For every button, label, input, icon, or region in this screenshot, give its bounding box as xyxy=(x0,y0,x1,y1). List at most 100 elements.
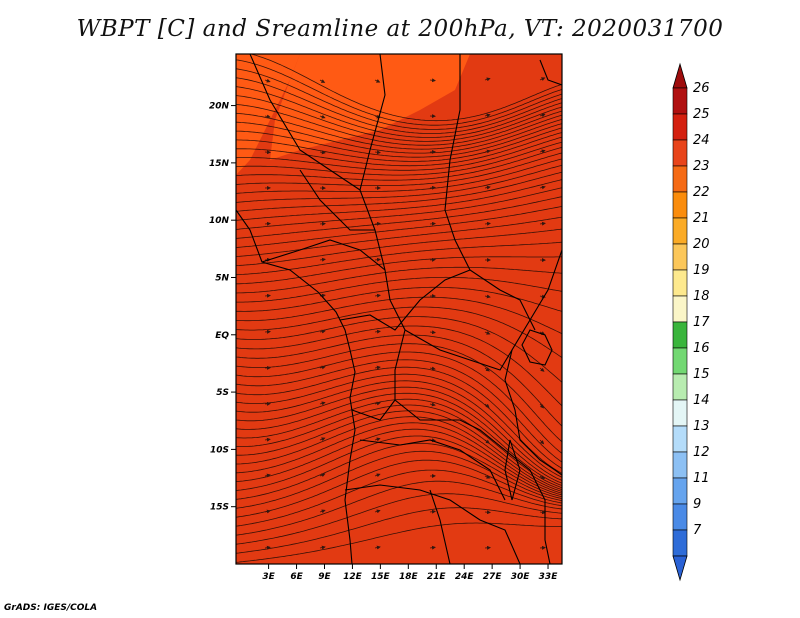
streamline-arrow xyxy=(374,545,381,550)
colorbar-swatch xyxy=(672,139,688,167)
streamline xyxy=(236,127,562,162)
lon-tick-label: 6E xyxy=(290,572,303,582)
streamline-arrow xyxy=(484,439,490,444)
streamline-arrow xyxy=(319,114,326,119)
streamline xyxy=(236,392,562,484)
streamline-arrow xyxy=(264,78,271,83)
streamline xyxy=(236,136,562,171)
streamline-arrow xyxy=(374,329,381,334)
streamline xyxy=(236,228,562,267)
streamline-arrow xyxy=(319,437,326,442)
border-line xyxy=(261,239,386,271)
streamline xyxy=(236,216,562,257)
streamline-arrow xyxy=(539,294,546,299)
colorbar-bottom-arrow xyxy=(672,555,688,582)
streamline xyxy=(236,266,562,294)
streamline xyxy=(236,68,562,130)
lat-tick-label: 5N xyxy=(215,273,229,283)
streamline-arrow xyxy=(539,185,546,190)
colorbar-swatch xyxy=(672,503,688,531)
streamline-arrow xyxy=(264,114,271,119)
streamline-arrow xyxy=(484,367,490,372)
border-line xyxy=(351,399,396,421)
lat-tick-label: 5S xyxy=(216,388,229,398)
lon-tick-label: 24E xyxy=(455,572,475,582)
streamline xyxy=(236,187,562,230)
colorbar-swatch xyxy=(672,243,688,271)
streamline xyxy=(236,343,562,443)
streamline-arrow xyxy=(484,403,490,408)
coastline-west-africa xyxy=(236,209,356,564)
colorbar-label: 23 xyxy=(693,159,710,174)
colorbar-swatch xyxy=(672,191,688,219)
colorbar-swatch xyxy=(672,295,688,323)
streamline xyxy=(236,380,562,478)
coastline-east-africa xyxy=(504,249,562,476)
lon-tick-label: 21E xyxy=(427,572,447,582)
streamline xyxy=(236,296,562,335)
streamline xyxy=(236,158,562,194)
streamline xyxy=(236,459,562,518)
border-line xyxy=(344,484,521,564)
lat-tick-label: 15N xyxy=(209,159,230,169)
streamline-arrow xyxy=(374,437,381,442)
border-line xyxy=(429,489,451,564)
streamline-arrow xyxy=(374,150,381,155)
lon-tick-label: 27E xyxy=(483,572,503,582)
colorbar-label: 16 xyxy=(693,341,710,356)
colorbar-label: 18 xyxy=(693,289,710,304)
streamline-arrow xyxy=(484,113,491,118)
colorbar-label: 11 xyxy=(693,471,710,486)
streamline-arrow xyxy=(374,293,381,298)
colorbar-label: 22 xyxy=(693,185,710,200)
border-line xyxy=(359,54,551,564)
streamline xyxy=(236,95,562,142)
colorbar-label: 9 xyxy=(693,497,701,512)
warm-patch xyxy=(270,54,470,160)
border-line xyxy=(539,59,562,86)
lake-outline xyxy=(504,439,521,501)
streamline-arrow xyxy=(539,331,546,335)
streamline-arrow xyxy=(319,365,326,370)
streamline-arrow xyxy=(374,79,381,83)
border-line xyxy=(444,54,536,331)
streamline-arrow xyxy=(539,77,546,81)
streamline-arrow xyxy=(374,509,381,514)
streamline xyxy=(236,256,562,285)
streamline xyxy=(236,522,562,563)
border-line xyxy=(299,169,375,231)
streamline xyxy=(236,351,562,454)
colorbar-label: 26 xyxy=(693,81,710,96)
lon-tick-label: 3E xyxy=(262,572,275,582)
colorbar-swatch xyxy=(672,269,688,297)
streamline-arrow xyxy=(539,221,546,226)
streamline-arrow xyxy=(319,257,326,262)
colorbar-swatch xyxy=(672,347,688,375)
colorbar-label: 7 xyxy=(693,523,702,538)
streamline-arrow xyxy=(264,437,271,442)
map-title: WBPT [C] and Sreamline at 200hPa, VT: 20… xyxy=(76,16,724,42)
colorbar-swatch xyxy=(672,451,688,479)
streamline-arrow xyxy=(319,79,326,83)
streamline-arrow xyxy=(539,439,545,445)
lon-tick-label: 15E xyxy=(371,572,391,582)
streamline xyxy=(236,422,562,494)
streamline xyxy=(236,507,562,554)
streamline xyxy=(236,316,562,383)
colorbar-swatch xyxy=(672,477,688,505)
colorbar-swatch xyxy=(672,529,688,557)
streamline-arrow xyxy=(539,149,546,154)
streamline xyxy=(236,132,562,167)
streamline-arrow xyxy=(484,185,491,190)
streamline-arrow xyxy=(484,474,491,479)
grads-credit: GrADS: IGES/COLA xyxy=(4,603,98,613)
streamline xyxy=(249,54,562,122)
streamline xyxy=(236,146,562,181)
streamline xyxy=(236,179,562,221)
streamline-arrow xyxy=(319,545,326,550)
streamline xyxy=(236,373,562,474)
border-line xyxy=(249,54,361,191)
streamline xyxy=(236,428,562,496)
lon-tick-label: 18E xyxy=(399,572,419,582)
